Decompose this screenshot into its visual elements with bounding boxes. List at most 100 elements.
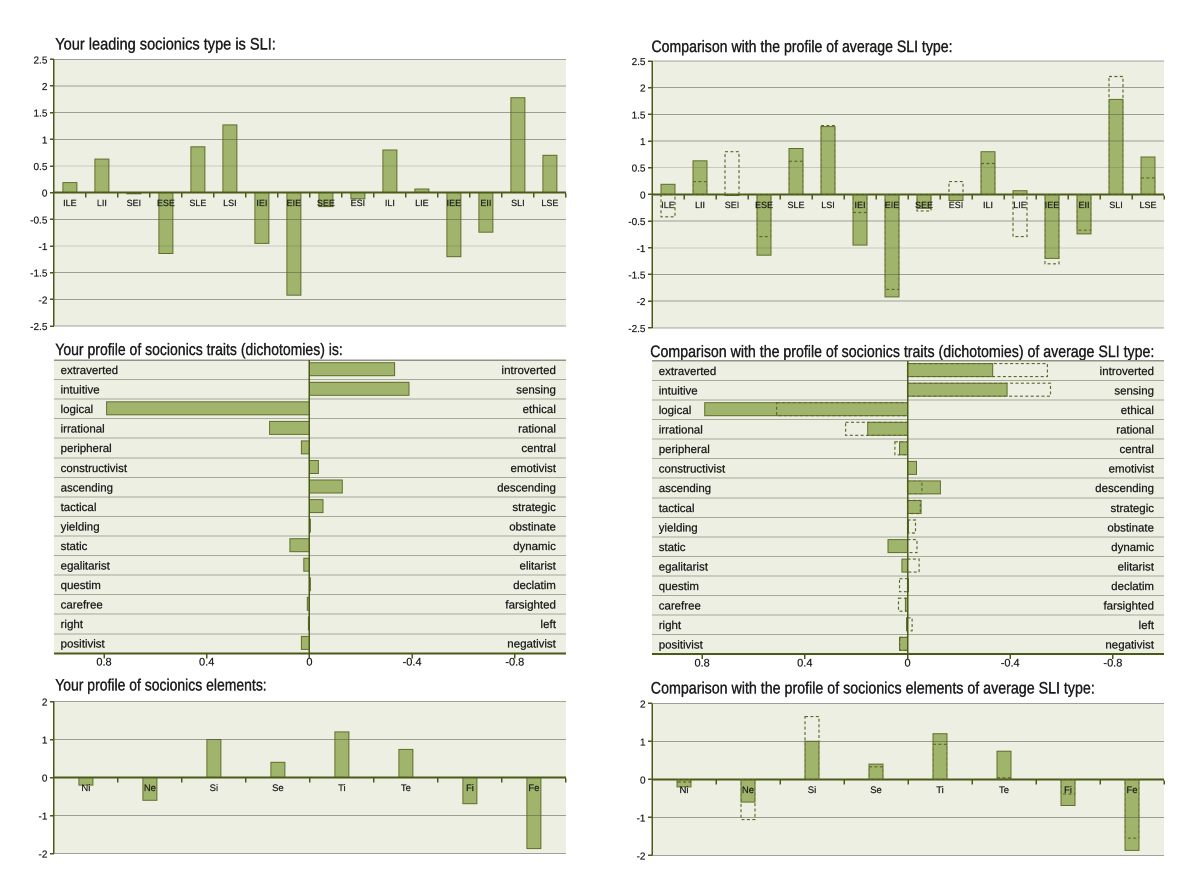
svg-text:static: static [61,541,88,553]
svg-text:Te: Te [999,785,1009,796]
svg-text:2.5: 2.5 [632,57,646,68]
svg-text:introverted: introverted [502,365,556,377]
svg-text:LII: LII [97,198,107,208]
svg-text:left: left [1139,620,1155,632]
svg-text:LSI: LSI [223,198,237,208]
svg-text:tactical: tactical [659,503,695,515]
svg-text:yielding: yielding [659,522,698,534]
svg-text:-0.8: -0.8 [505,656,524,668]
svg-text:LSI: LSI [821,200,835,210]
svg-text:Your profile of socionics elem: Your profile of socionics elements: [55,677,267,695]
svg-text:-0.5: -0.5 [30,215,48,226]
svg-text:emotivist: emotivist [1109,464,1155,476]
svg-text:-0.4: -0.4 [1001,657,1020,669]
svg-text:0.4: 0.4 [797,657,812,669]
svg-text:irrational: irrational [659,425,703,437]
svg-text:1: 1 [42,736,48,747]
svg-text:Fi: Fi [466,783,474,794]
svg-text:SLI: SLI [511,198,525,208]
svg-text:Ne: Ne [144,783,156,794]
svg-text:IEE: IEE [447,198,462,208]
svg-text:SEI: SEI [127,198,142,208]
svg-text:Ni: Ni [81,783,90,794]
svg-text:1.5: 1.5 [33,109,47,120]
svg-text:obstinate: obstinate [1107,522,1154,534]
svg-text:dynamic: dynamic [513,541,556,553]
svg-text:central: central [521,443,556,455]
svg-text:SLE: SLE [189,198,206,208]
svg-text:LSE: LSE [1139,200,1156,210]
svg-text:0: 0 [640,775,646,786]
svg-text:IEI: IEI [256,198,267,208]
svg-text:carefree: carefree [659,601,701,613]
svg-text:egalitarist: egalitarist [659,561,709,573]
svg-text:extraverted: extraverted [659,366,717,378]
svg-text:sensing: sensing [1114,386,1154,398]
svg-text:Your leading socionics type is: Your leading socionics type is SLI: [55,36,275,54]
svg-text:0: 0 [306,656,312,668]
svg-text:LII: LII [695,200,705,210]
svg-text:2: 2 [42,82,48,93]
svg-text:rational: rational [518,424,556,436]
svg-text:obstinate: obstinate [509,521,556,533]
svg-text:tactical: tactical [61,502,97,514]
svg-text:-2.5: -2.5 [628,324,646,335]
svg-text:Comparison with the profile of: Comparison with the profile of average S… [652,38,953,56]
svg-text:SEI: SEI [725,200,740,210]
svg-text:EIE: EIE [885,200,900,210]
svg-text:0: 0 [640,190,646,201]
svg-text:declatim: declatim [1111,581,1154,593]
svg-text:Te: Te [401,783,411,794]
svg-text:Comparison with the profile of: Comparison with the profile of socionics… [651,680,1095,698]
svg-text:irrational: irrational [61,424,105,436]
svg-text:constructivist: constructivist [61,463,128,475]
svg-text:questim: questim [61,580,101,592]
svg-text:Se: Se [870,785,882,796]
svg-text:2.5: 2.5 [33,55,47,66]
svg-text:rational: rational [1116,425,1154,437]
svg-text:-1.5: -1.5 [628,270,646,281]
svg-text:extraverted: extraverted [61,365,119,377]
svg-text:2: 2 [42,698,48,709]
svg-text:elitarist: elitarist [1118,561,1155,573]
svg-text:carefree: carefree [61,600,103,612]
svg-text:descending: descending [1095,483,1154,495]
svg-text:positivist: positivist [659,640,704,652]
svg-text:IEE: IEE [1045,200,1060,210]
svg-text:Fe: Fe [528,783,539,794]
svg-text:SEE: SEE [915,200,933,210]
svg-text:negativist: negativist [507,639,556,651]
svg-text:IEI: IEI [854,200,865,210]
svg-text:declatim: declatim [513,580,556,592]
svg-text:Ne: Ne [742,785,754,796]
svg-text:ESI: ESI [949,200,964,210]
svg-text:farsighted: farsighted [505,600,556,612]
svg-text:logical: logical [659,405,692,417]
svg-text:1: 1 [42,135,48,146]
svg-text:2: 2 [640,699,646,710]
svg-text:LIE: LIE [1013,200,1027,210]
svg-text:-1: -1 [38,242,47,253]
svg-text:Ti: Ti [338,783,346,794]
svg-text:SEE: SEE [317,198,335,208]
svg-text:peripheral: peripheral [659,444,710,456]
svg-text:Si: Si [808,785,816,796]
svg-text:0: 0 [42,774,48,785]
svg-text:Your profile of socionics trai: Your profile of socionics traits (dichot… [55,341,343,359]
svg-text:central: central [1119,444,1154,456]
svg-text:-2: -2 [637,297,646,308]
svg-text:-2: -2 [38,295,47,306]
svg-text:peripheral: peripheral [61,443,112,455]
svg-text:EIE: EIE [287,198,302,208]
svg-text:1: 1 [640,137,646,148]
svg-text:-0.8: -0.8 [1103,657,1122,669]
svg-text:0: 0 [42,189,48,200]
svg-text:ILI: ILI [385,198,395,208]
svg-text:intuitive: intuitive [61,385,100,397]
svg-text:sensing: sensing [516,385,556,397]
svg-text:ILE: ILE [63,198,77,208]
svg-text:-2: -2 [38,850,47,861]
svg-text:2: 2 [640,84,646,95]
svg-text:yielding: yielding [61,521,100,533]
svg-text:Comparison with the profile of: Comparison with the profile of socionics… [650,343,1154,361]
